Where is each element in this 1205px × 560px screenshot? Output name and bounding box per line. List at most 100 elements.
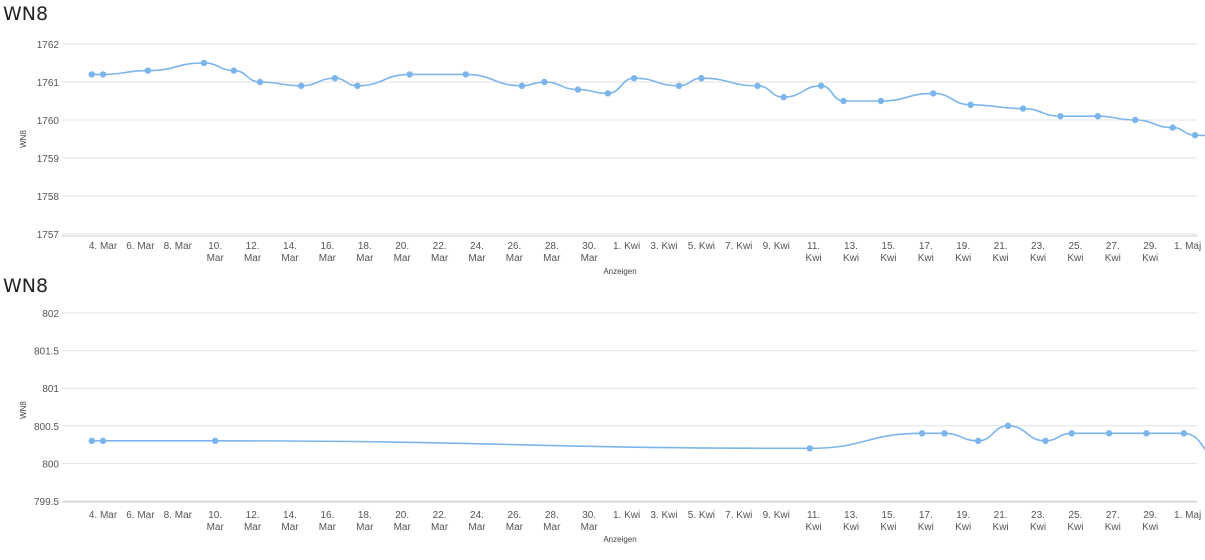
data-point[interactable] bbox=[1105, 430, 1113, 437]
x-tick-label: 23. Kwi bbox=[1030, 241, 1046, 264]
data-point[interactable] bbox=[1143, 430, 1150, 437]
data-point[interactable] bbox=[1132, 116, 1139, 124]
data-point[interactable] bbox=[840, 97, 847, 105]
x-tick-label: 12. Mar bbox=[244, 510, 262, 533]
data-point[interactable] bbox=[99, 437, 107, 445]
x-tick-label: 13. Kwi bbox=[843, 241, 859, 264]
x-tick-label: 23. Kwi bbox=[1030, 510, 1046, 533]
data-point[interactable] bbox=[817, 82, 825, 90]
data-point[interactable] bbox=[806, 445, 814, 452]
data-point[interactable] bbox=[1004, 422, 1012, 429]
x-tick-label: 11. Kwi bbox=[806, 241, 822, 264]
data-point[interactable] bbox=[354, 82, 361, 90]
x-tick-label: 19. Kwi bbox=[955, 510, 971, 533]
y-tick-label: 1759 bbox=[37, 154, 60, 165]
y-tick-label: 1761 bbox=[37, 78, 60, 89]
x-tick-label: 17. Kwi bbox=[918, 510, 934, 533]
x-tick-label: 21. Kwi bbox=[993, 241, 1009, 264]
data-point[interactable] bbox=[88, 437, 95, 445]
chart-panel-top: WN8 1757 1758 1759 1760 1761 1762 4. Mar 6. Mar… bbox=[3, 3, 1205, 276]
x-tick-label: 28. Mar bbox=[543, 510, 561, 533]
y-tick-label: 802 bbox=[42, 309, 59, 320]
data-point[interactable] bbox=[1094, 113, 1102, 120]
data-point[interactable] bbox=[630, 75, 638, 82]
data-point[interactable] bbox=[406, 71, 413, 78]
x-tick-label: 18. Mar bbox=[356, 241, 374, 264]
x-tick-label: 24. Mar bbox=[468, 510, 486, 533]
x-tick-label: 7. Kwi bbox=[725, 510, 752, 521]
y-tick-label: 801 bbox=[42, 384, 59, 395]
data-point[interactable] bbox=[754, 82, 761, 90]
x-tick-label: 26. Mar bbox=[506, 510, 524, 533]
y-tick-label: 1758 bbox=[37, 192, 60, 203]
data-point[interactable] bbox=[1019, 105, 1027, 112]
data-point[interactable] bbox=[1057, 113, 1064, 120]
gridlines bbox=[62, 312, 1197, 502]
x-tick-label: 20. Mar bbox=[394, 241, 412, 264]
y-axis-title: WN8 bbox=[19, 130, 28, 148]
x-tick-label: 19. Kwi bbox=[955, 241, 971, 264]
x-tick-label: 9. Kwi bbox=[763, 510, 790, 521]
x-tick-label: 15. Kwi bbox=[880, 510, 896, 533]
data-point[interactable] bbox=[462, 71, 469, 78]
y-tick-label: 1762 bbox=[37, 40, 60, 51]
x-tick-label: 24. Mar bbox=[468, 241, 486, 264]
data-point[interactable] bbox=[230, 67, 238, 74]
data-point[interactable] bbox=[780, 94, 787, 101]
data-point[interactable] bbox=[200, 59, 208, 67]
x-tick-label: 29. Kwi bbox=[1142, 510, 1158, 533]
x-axis-title: Anzeigen bbox=[603, 267, 636, 276]
x-tick-label: 3. Kwi bbox=[650, 510, 677, 521]
data-point[interactable] bbox=[974, 437, 982, 445]
x-tick-label: 8. Mar bbox=[164, 510, 193, 521]
data-point[interactable] bbox=[574, 86, 582, 93]
data-point[interactable] bbox=[1068, 430, 1075, 437]
x-tick-label: 14. Mar bbox=[281, 510, 299, 533]
x-tick-label: 27. Kwi bbox=[1105, 241, 1121, 264]
data-point[interactable] bbox=[541, 78, 548, 86]
data-point[interactable] bbox=[1042, 437, 1049, 445]
x-tick-label: 28. Mar bbox=[543, 241, 561, 264]
data-point[interactable] bbox=[1180, 430, 1188, 437]
x-tick-label: 7. Kwi bbox=[725, 241, 752, 252]
chart-title: WN8 bbox=[3, 275, 49, 297]
data-point[interactable] bbox=[99, 71, 107, 78]
data-point[interactable] bbox=[604, 90, 612, 97]
x-tick-label: 5. Kwi bbox=[688, 510, 715, 521]
x-tick-label: 1. Kwi bbox=[613, 241, 640, 252]
x-tick-label: 22. Mar bbox=[431, 510, 449, 533]
x-tick-label: 6. Mar bbox=[126, 510, 155, 521]
data-point[interactable] bbox=[877, 97, 885, 105]
x-tick-label: 8. Mar bbox=[164, 241, 193, 252]
x-tick-label: 10. Mar bbox=[207, 241, 225, 264]
data-point[interactable] bbox=[256, 78, 264, 86]
data-point[interactable] bbox=[1169, 124, 1176, 131]
x-tick-label: 10. Mar bbox=[207, 510, 225, 533]
x-tick-label: 15. Kwi bbox=[880, 241, 896, 264]
x-tick-label: 12. Mar bbox=[244, 241, 262, 264]
y-tick-label: 800.5 bbox=[34, 422, 59, 433]
x-tick-label: 22. Mar bbox=[431, 241, 449, 264]
data-point[interactable] bbox=[918, 430, 926, 437]
chart-title: WN8 bbox=[3, 3, 49, 25]
data-point[interactable] bbox=[1191, 132, 1199, 139]
x-tick-label: 21. Kwi bbox=[993, 510, 1009, 533]
data-point[interactable] bbox=[298, 82, 305, 90]
data-point[interactable] bbox=[518, 82, 526, 90]
x-tick-label: 1. Kwi bbox=[613, 510, 640, 521]
x-tick-label: 30. Mar bbox=[581, 510, 599, 533]
wn8-line-chart-bottom: 799.5 800 800.5 801 801.5 802 4. Mar 6. Mar 8. M… bbox=[19, 309, 1205, 544]
x-tick-label: 18. Mar bbox=[356, 510, 374, 533]
x-tick-label: 16. Mar bbox=[319, 241, 337, 264]
data-point[interactable] bbox=[941, 430, 948, 437]
data-point[interactable] bbox=[675, 82, 683, 90]
data-point[interactable] bbox=[930, 90, 937, 97]
x-tick-label: 6. Mar bbox=[126, 241, 155, 252]
data-point[interactable] bbox=[331, 75, 339, 82]
data-point[interactable] bbox=[967, 101, 974, 109]
data-point[interactable] bbox=[212, 437, 219, 445]
data-point[interactable] bbox=[144, 67, 152, 74]
x-tick-label: 4. Mar bbox=[89, 510, 118, 521]
data-point[interactable] bbox=[88, 71, 95, 78]
data-point[interactable] bbox=[698, 75, 705, 82]
